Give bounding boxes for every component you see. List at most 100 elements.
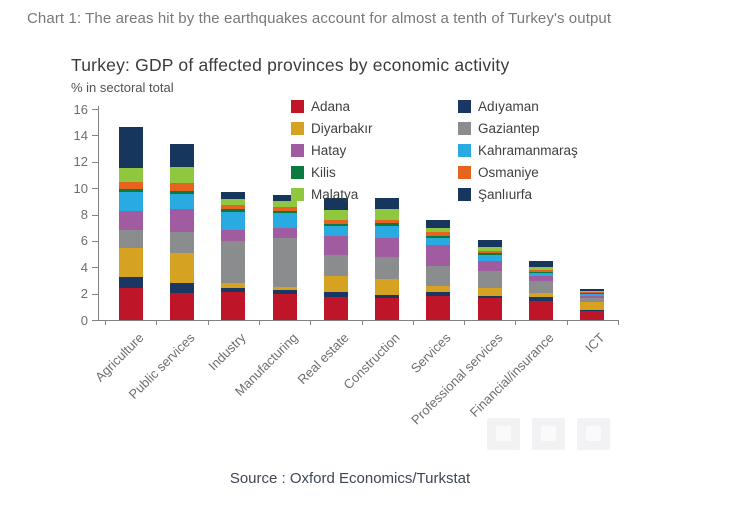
legend-swatch-Adıyaman [458, 99, 471, 113]
legend-label: Kilis [311, 164, 336, 180]
legend-swatch-Kilis [291, 165, 304, 179]
bar-segment-Kahramanmaraş-Industry [221, 211, 246, 231]
bar-segment-Şanlıurfa-Financial/insurance [529, 261, 554, 267]
legend-item-Osmaniye: Osmaniye [458, 161, 578, 183]
bar-segment-Kilis-Construction [375, 223, 400, 226]
bar-segment-Şanlıurfa-Public services [169, 143, 194, 168]
bar-segment-Kahramanmaraş-Public services [169, 194, 194, 210]
legend-label: Adıyaman [478, 98, 539, 114]
x-axis-line [98, 320, 619, 321]
bar-segment-Kahramanmaraş-Financial/insurance [529, 273, 554, 277]
bar-segment-Osmaniye-Real estate [323, 219, 348, 225]
bar-segment-Hatay-Real estate [323, 236, 348, 255]
bar-segment-Kilis-ICT [580, 293, 605, 295]
bar-segment-Şanlıurfa-Services [426, 220, 451, 228]
y-axis-tick [92, 214, 98, 216]
bar-segment-Hatay-Manufacturing [272, 228, 297, 238]
faded-share-button-1[interactable] [487, 418, 520, 450]
bar-segment-Şanlıurfa-Real estate [323, 197, 348, 210]
legend-label: Gaziantep [478, 120, 540, 136]
bar-segment-Kahramanmaraş-Professional services [477, 255, 502, 261]
bar-segment-Adana-ICT [580, 310, 605, 320]
bar-segment-Adıyaman-Services [426, 292, 451, 296]
bar-segment-Adıyaman-Financial/insurance [529, 296, 554, 301]
bar-segment-Kahramanmaraş-ICT [580, 294, 605, 297]
bar-segment-Malatya-Financial/insurance [529, 266, 554, 270]
bar-segment-Adana-Industry [221, 292, 246, 320]
faded-share-button-2[interactable] [532, 418, 565, 450]
y-axis-tick-label: 4 [80, 259, 88, 275]
bar-segment-Osmaniye-ICT [580, 292, 605, 294]
y-axis-tick-label: 14 [73, 127, 88, 143]
bar-segment-Adıyaman-Manufacturing [272, 290, 297, 294]
y-axis-tick-label: 2 [80, 286, 88, 302]
legend-item-Adana: Adana [291, 95, 373, 117]
bar-segment-Diyarbakır-Real estate [323, 276, 348, 293]
bar-segment-Hatay-Financial/insurance [529, 276, 554, 282]
bar-segment-Adana-Manufacturing [272, 293, 297, 320]
legend-label: Hatay [311, 142, 347, 158]
bar-segment-Diyarbakır-Industry [221, 283, 246, 289]
bar-segment-Gaziantep-Professional services [477, 270, 502, 289]
legend-swatch-Osmaniye [458, 165, 471, 179]
bar-segment-Gaziantep-Financial/insurance [529, 281, 554, 293]
bar-segment-Şanlıurfa-Industry [221, 192, 246, 200]
chart-subtitle: % in sectoral total [71, 80, 174, 95]
bar-segment-Kahramanmaraş-Services [426, 238, 451, 245]
bar-segment-Osmaniye-Professional services [477, 251, 502, 254]
y-axis-tick [92, 240, 98, 242]
bar-segment-Hatay-Agriculture [118, 211, 143, 230]
bar-segment-Hatay-Public services [169, 209, 194, 232]
bar-segment-Gaziantep-Construction [375, 257, 400, 280]
bar-segment-Şanlıurfa-Professional services [477, 239, 502, 248]
bar-segment-Diyarbakır-Professional services [477, 288, 502, 296]
bar-segment-Adana-Financial/insurance [529, 300, 554, 320]
x-axis-tick [412, 320, 414, 325]
bar-segment-Kilis-Public services [169, 190, 194, 195]
bar-segment-Adana-Services [426, 295, 451, 320]
bar-segment-Adıyaman-Industry [221, 288, 246, 293]
legend-column-2: Adıyaman Gaziantep Kahramanmaraş Osmaniye Şa… [458, 95, 578, 205]
y-axis-tick-label: 12 [73, 154, 88, 170]
y-axis-tick-label: 10 [73, 180, 88, 196]
bar-segment-Gaziantep-Manufacturing [272, 237, 297, 288]
legend-label: Osmaniye [478, 164, 539, 180]
legend-label: Diyarbakır [311, 120, 373, 136]
bar-segment-Kahramanmaraş-Real estate [323, 226, 348, 237]
bar-segment-Adıyaman-Professional services [477, 295, 502, 299]
y-axis-tick [92, 267, 98, 269]
bar-segment-Diyarbakır-ICT [580, 302, 605, 310]
bar-segment-Malatya-Professional services [477, 247, 502, 252]
legend-item-Malatya: Malatya [291, 183, 373, 205]
bar-segment-Malatya-Real estate [323, 209, 348, 220]
legend-label: Adana [311, 98, 351, 114]
legend-column-1: Adana Diyarbakır Hatay Kilis Malatya [291, 95, 373, 205]
bar-segment-Şanlıurfa-Manufacturing [272, 195, 297, 201]
bar-segment-Kahramanmaraş-Agriculture [118, 192, 143, 212]
bar-segment-Kilis-Manufacturing [272, 210, 297, 213]
faded-share-button-3[interactable] [577, 418, 610, 450]
legend-swatch-Kahramanmaraş [458, 143, 471, 157]
legend-swatch-Şanlıurfa [458, 187, 471, 201]
x-axis-tick [258, 320, 260, 325]
bar-segment-Malatya-Agriculture [118, 167, 143, 182]
bar-segment-Adana-Public services [169, 292, 194, 320]
x-axis-tick [618, 320, 619, 325]
bar-segment-Adana-Agriculture [118, 287, 143, 320]
bar-segment-Hatay-Services [426, 244, 451, 266]
bar-segment-Malatya-Public services [169, 167, 194, 183]
legend-item-Diyarbakır: Diyarbakır [291, 117, 373, 139]
bar-segment-Kahramanmaraş-Manufacturing [272, 212, 297, 229]
bar-segment-Kilis-Agriculture [118, 188, 143, 193]
bar-segment-Hatay-Professional services [477, 260, 502, 271]
bar-segment-Gaziantep-ICT [580, 297, 605, 303]
bar-segment-Adana-Construction [375, 297, 400, 320]
legend-item-Gaziantep: Gaziantep [458, 117, 578, 139]
legend-swatch-Hatay [291, 143, 304, 157]
y-axis-tick [92, 293, 98, 295]
bar-segment-Gaziantep-Agriculture [118, 229, 143, 249]
bar-segment-Adana-Professional services [477, 298, 502, 320]
bar-segment-Osmaniye-Manufacturing [272, 206, 297, 211]
bar-segment-Gaziantep-Services [426, 265, 451, 286]
